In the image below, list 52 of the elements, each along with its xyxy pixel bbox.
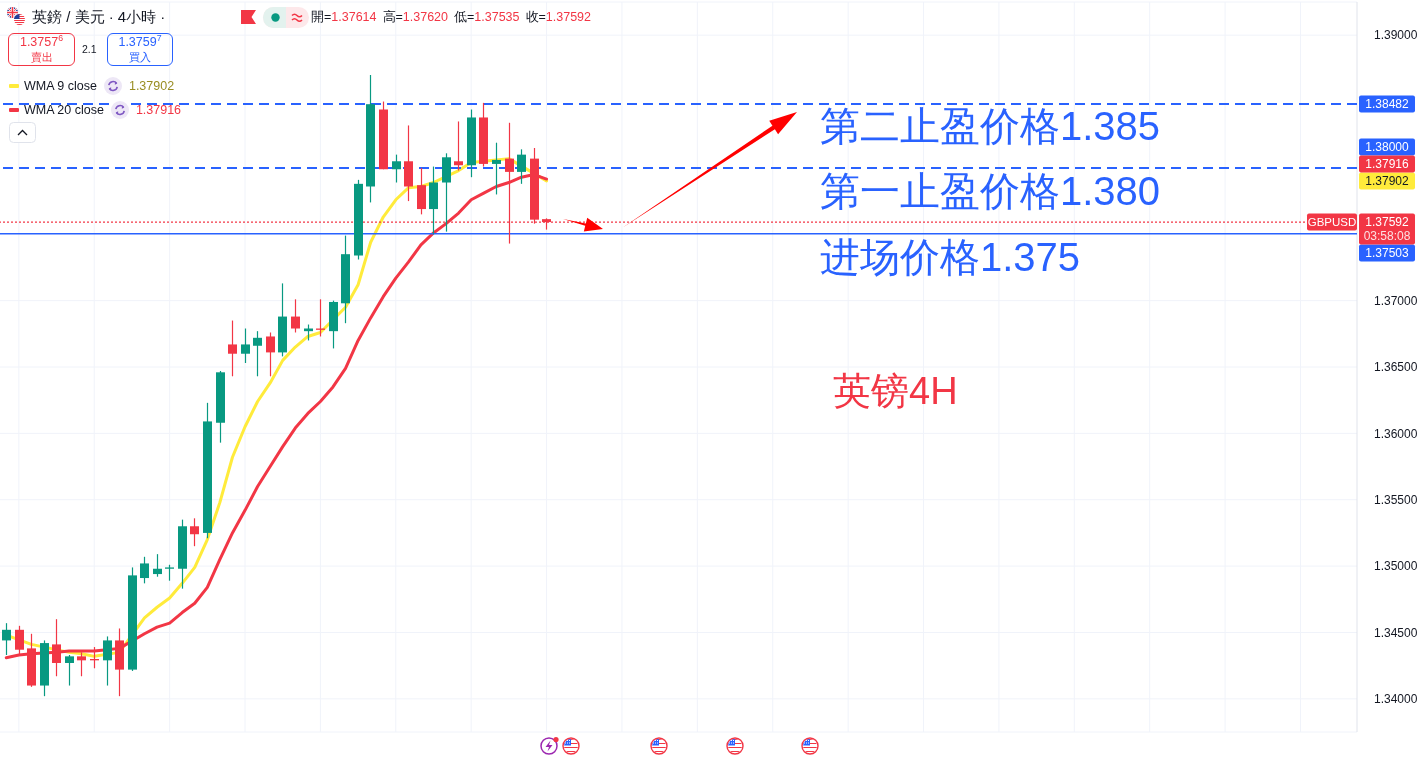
annotation: 第二止盈价格1.385 [820, 104, 1161, 148]
y-tick-label: 1.36500 [1374, 360, 1418, 375]
annotation: 第一止盈价格1.380 [820, 169, 1161, 213]
annotation: 賣出 [29, 50, 54, 64]
candlestick [65, 654, 74, 687]
annotation: 買入 [128, 50, 152, 64]
button: 1.3757$^{6}$ 賣出 [8, 33, 75, 66]
annotation: 低=1.37535 [454, 10, 520, 25]
legend-label: WMA 20 close [24, 103, 104, 117]
candlestick [417, 167, 426, 215]
candlestick [253, 330, 262, 377]
button: 1.3759$^{7}$ 買入 [107, 33, 173, 66]
candlestick [291, 298, 300, 334]
annotation: 收=1.37592 [525, 10, 591, 25]
ref-line-label: 1.38000 [1365, 140, 1410, 155]
chart-title: 英鎊 / 美元 · 4小時 · [32, 8, 166, 26]
legend-label: WMA 9 close [24, 79, 97, 93]
annotation: 1.37916 [135, 103, 182, 117]
candlestick [103, 635, 112, 687]
candlestick [492, 142, 501, 196]
y-tick-label: 1.36000 [1374, 426, 1418, 441]
candlestick [454, 120, 463, 172]
ref-line-label: 1.37503 [1365, 246, 1410, 261]
y-tick-label: 1.34000 [1374, 692, 1418, 707]
annotation: 1.37902 [128, 79, 175, 93]
ref-line-label: 1.37592 [1365, 215, 1410, 230]
annotation: 2.1 [82, 43, 97, 55]
y-tick-label: 1.35000 [1374, 559, 1418, 574]
y-tick-label: 1.37000 [1374, 293, 1418, 308]
candlestick [228, 319, 237, 377]
candlestick [266, 331, 275, 377]
text: 1.37902 [1365, 174, 1409, 189]
y-tick-label: 1.34500 [1374, 625, 1418, 640]
candlestick [140, 556, 149, 584]
text: 1.37916 [1365, 157, 1409, 172]
ref-line-label: 1.38482 [1365, 97, 1410, 112]
candlestick [190, 517, 199, 547]
candlestick [517, 148, 526, 185]
annotation: 1.3759$^{7}$ [117, 33, 163, 50]
annotation: 英镑4H [833, 370, 958, 412]
candlestick [241, 327, 250, 364]
annotation: 高=1.37620 [382, 10, 448, 25]
annotation: 进场价格1.375 [820, 235, 1081, 279]
candlestick [392, 154, 401, 184]
candlestick [15, 625, 24, 656]
candlestick [153, 553, 162, 578]
y-tick-label: 1.35500 [1374, 492, 1418, 507]
annotation: 開=1.37614 [311, 10, 377, 25]
text: 03:58:08 [1363, 229, 1411, 244]
y-tick-label: 1.39000 [1374, 28, 1418, 43]
candlestick [2, 622, 11, 656]
annotation: 1.3757$^{6}$ [18, 33, 65, 50]
